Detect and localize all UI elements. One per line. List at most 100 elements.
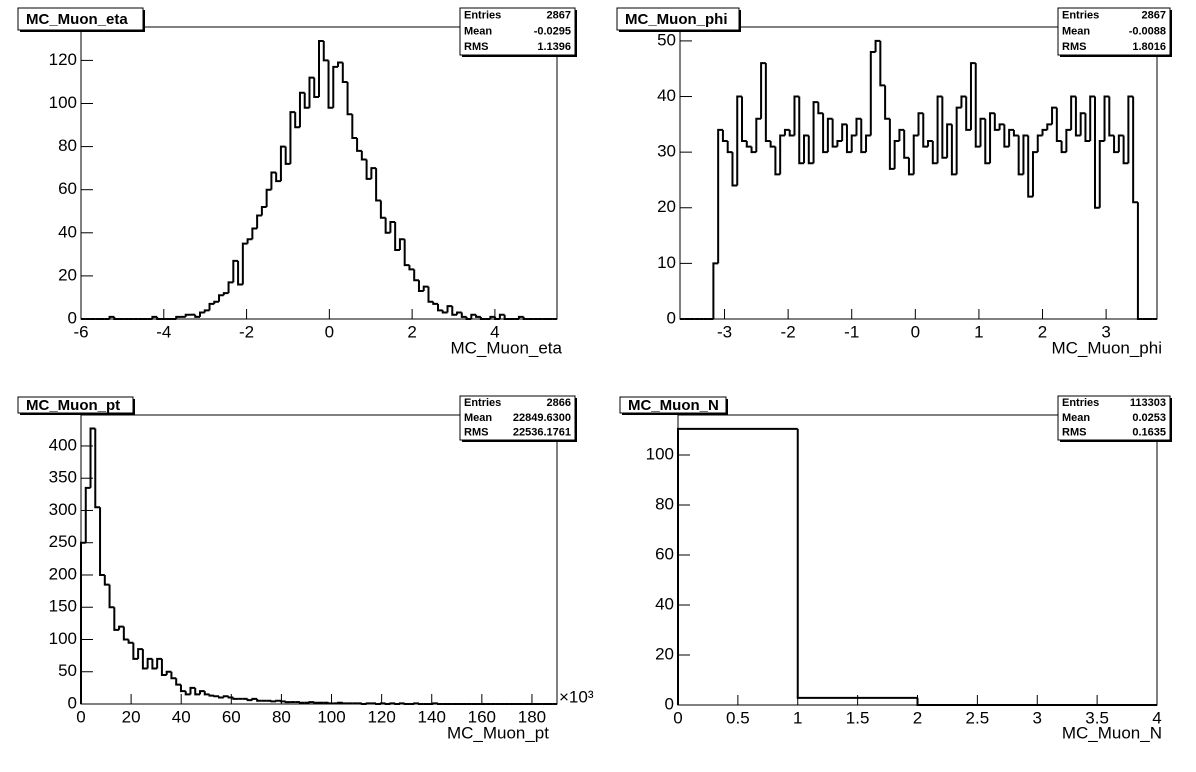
y-tick-label: 80 (655, 494, 674, 513)
histogram-bin (969, 62, 976, 130)
y-tick-label: 100 (646, 444, 674, 463)
histogram-bin (137, 648, 143, 659)
histogram-bin (922, 113, 929, 148)
histogram-bin (356, 137, 362, 152)
x-tick-label: 3.5 (1085, 708, 1109, 727)
histogram-bin (260, 205, 267, 216)
histogram-bin (916, 697, 1038, 706)
histogram-bin (313, 701, 319, 704)
histogram-bin (1046, 123, 1053, 130)
histogram-bin (1008, 128, 1014, 147)
histogram-bin (308, 76, 315, 108)
histogram-bin (108, 315, 115, 319)
histogram-bin (417, 280, 424, 292)
histogram-bin (156, 657, 162, 669)
y-tick-label: 100 (49, 93, 77, 112)
histogram-bin (337, 701, 343, 704)
stats-box (459, 395, 576, 441)
x-tick-label: 3 (1033, 708, 1042, 727)
stats-label: Entries (464, 10, 501, 22)
histogram-bin (860, 118, 867, 154)
histogram-bin (712, 262, 719, 319)
title-box (17, 396, 134, 414)
y-tick-label: 100 (49, 629, 77, 648)
histogram-bin (741, 96, 747, 143)
histogram-bin (1070, 95, 1076, 130)
histogram-bin (213, 695, 220, 698)
histogram-bin (1051, 106, 1057, 125)
histogram-bin (303, 92, 310, 109)
x-tick-label: -3 (717, 322, 732, 341)
y-tick-label: 0 (68, 308, 77, 327)
histogram-bin (1012, 129, 1019, 137)
x-tick-label: 0 (673, 708, 682, 727)
histogram-bin (726, 141, 733, 154)
y-tick-label: 10 (657, 253, 676, 272)
histogram-bin (731, 152, 738, 187)
histogram-bin (103, 574, 110, 586)
histogram-bin (417, 703, 424, 705)
histogram-bin (379, 200, 386, 219)
histogram-bin (218, 696, 224, 699)
histogram-bin (379, 702, 386, 705)
x-tick-label: 1.5 (846, 708, 870, 727)
stats-label: Entries (1062, 397, 1099, 409)
histogram-bin (241, 242, 248, 285)
y-tick-label: 20 (655, 644, 674, 663)
x-tick-label: 60 (222, 707, 241, 726)
x-tick-label: 0 (325, 322, 334, 341)
stats-value: 22536.1761 (513, 427, 571, 439)
histogram-bin (769, 141, 776, 148)
stats-label: Entries (464, 397, 501, 409)
histogram-bin (203, 309, 210, 313)
y-tick-label: 250 (49, 532, 77, 551)
x-tick-label: -2 (239, 322, 254, 341)
histogram-bin (403, 703, 410, 705)
histogram-bin (375, 703, 381, 705)
histogram-bin (1079, 112, 1086, 136)
x-tick-label: 140 (418, 707, 446, 726)
y-tick-label: 350 (49, 468, 77, 487)
x-tick-label: 20 (122, 707, 141, 726)
histogram-bin (1027, 135, 1033, 198)
histogram-bin (893, 140, 900, 169)
histogram-bin (232, 697, 239, 700)
stats-value: 2866 (547, 397, 571, 409)
histogram-bin (251, 697, 258, 701)
histogram-bin (384, 217, 391, 234)
histogram-bin (721, 129, 728, 143)
x-tick-label: 0.5 (726, 708, 750, 727)
histogram-bin (1117, 134, 1124, 153)
histogram-bin (470, 313, 477, 319)
x-tick-label: 120 (367, 707, 395, 726)
histogram-bin (156, 316, 162, 320)
histogram-bin (817, 102, 824, 115)
stats-value: 113303 (1130, 397, 1166, 409)
histogram-bin (812, 101, 819, 164)
histogram-bin (222, 695, 229, 698)
histogram-bin (1074, 96, 1081, 137)
x-tick-label: 2 (1038, 322, 1047, 341)
histogram-bin (451, 306, 458, 316)
histogram-bin (308, 701, 315, 704)
histogram-bin (298, 91, 305, 128)
histogram-bin (327, 702, 334, 705)
histogram-bin (232, 259, 239, 283)
histogram-bin (998, 123, 1005, 130)
histogram-bin (798, 96, 805, 165)
histogram-bin (284, 701, 291, 704)
stats-box (459, 7, 576, 56)
histogram-bin (398, 238, 405, 251)
y-tick-label: 80 (58, 136, 77, 155)
y-tick-label: 40 (58, 222, 77, 241)
histogram-bin (522, 316, 529, 320)
histogram-bin (874, 39, 881, 53)
histogram-bin (341, 62, 348, 83)
histogram-bin (256, 214, 262, 229)
histogram-bin (437, 303, 443, 312)
histogram-bin (479, 316, 486, 320)
histogram-bin (184, 691, 191, 696)
histogram-bin (279, 145, 286, 182)
histogram-bin (99, 507, 105, 576)
